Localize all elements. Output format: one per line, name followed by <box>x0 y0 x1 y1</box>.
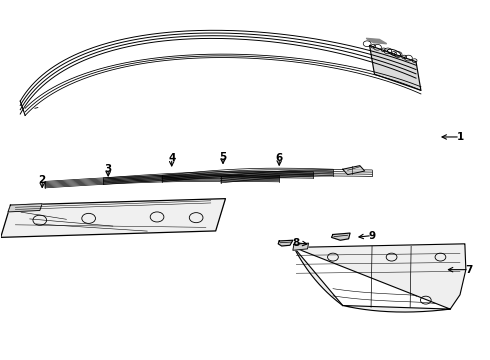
Text: 2: 2 <box>39 175 46 185</box>
Text: 1: 1 <box>456 132 464 142</box>
Text: 4: 4 <box>168 153 175 163</box>
Polygon shape <box>293 243 309 250</box>
Polygon shape <box>278 240 293 246</box>
Polygon shape <box>369 45 421 90</box>
Polygon shape <box>331 233 350 240</box>
Polygon shape <box>8 204 42 212</box>
Text: 7: 7 <box>465 265 472 275</box>
Text: 8: 8 <box>293 238 300 248</box>
Text: 5: 5 <box>220 152 227 162</box>
Text: 9: 9 <box>368 231 376 240</box>
Polygon shape <box>0 199 225 237</box>
Text: 3: 3 <box>104 164 112 174</box>
Polygon shape <box>343 166 365 175</box>
Text: 6: 6 <box>275 153 283 163</box>
Polygon shape <box>366 39 387 44</box>
Polygon shape <box>294 244 466 312</box>
